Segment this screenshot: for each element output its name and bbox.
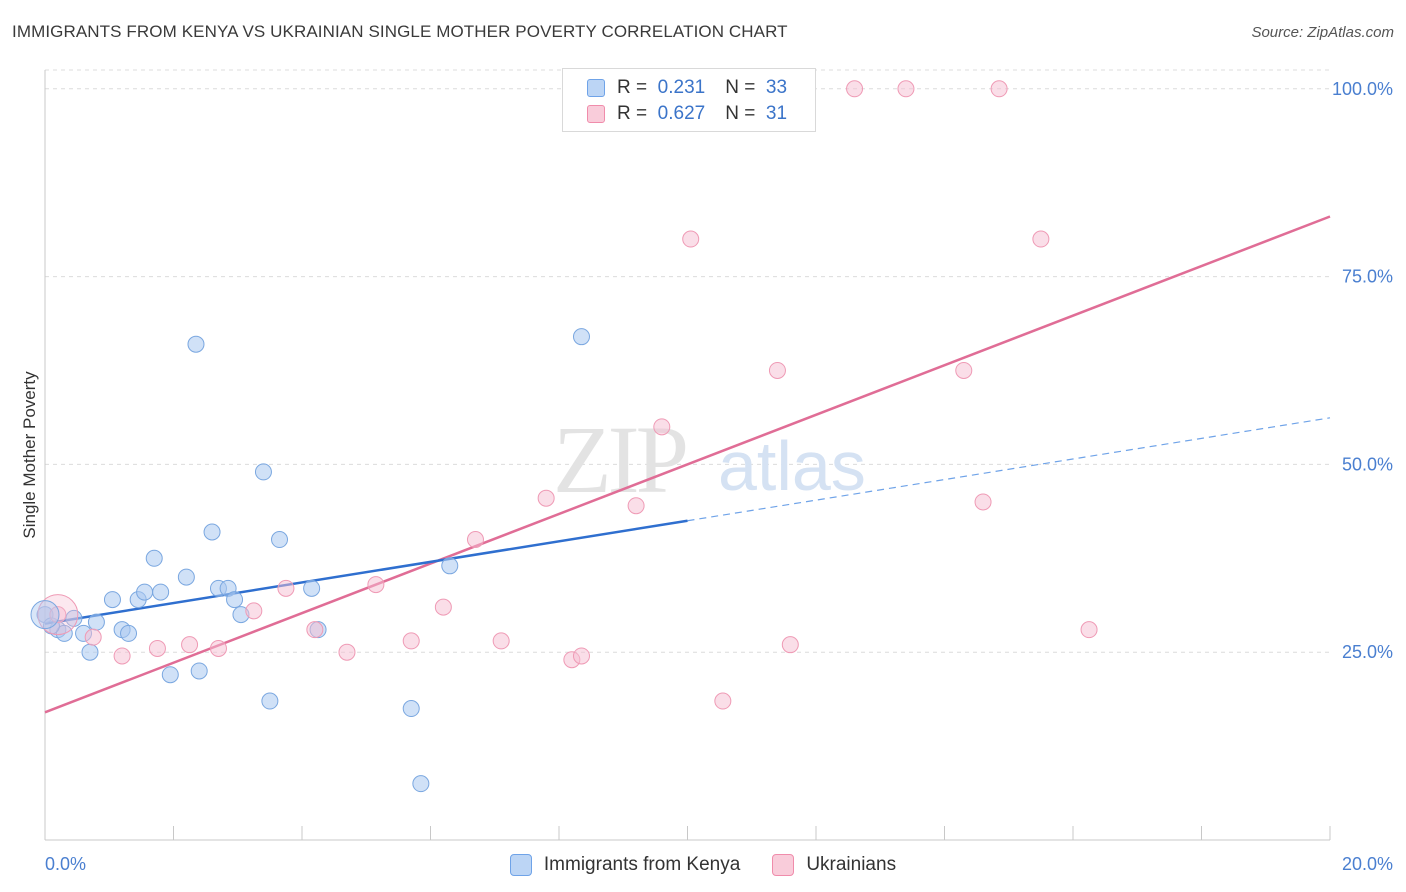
point-ukrainians <box>955 361 973 379</box>
point-ukrainians <box>434 598 452 616</box>
point-kenya <box>145 549 163 567</box>
point-kenya <box>161 666 179 684</box>
point-kenya <box>177 568 195 586</box>
point-ukrainians <box>714 692 732 710</box>
point-kenya <box>136 583 154 601</box>
point-ukrainians <box>148 639 166 657</box>
legend-n-value: 31 <box>765 103 788 124</box>
point-ukrainians <box>338 643 356 661</box>
point-kenya <box>271 531 289 549</box>
point-ukrainians <box>466 531 484 549</box>
point-ukrainians <box>306 621 324 639</box>
point-ukrainians <box>1080 621 1098 639</box>
chart-title: IMMIGRANTS FROM KENYA VS UKRAINIAN SINGL… <box>12 22 788 41</box>
legend-item-ukrainians[interactable]: Ukrainians <box>772 854 896 876</box>
point-ukrainians <box>682 230 700 248</box>
source-label: Source: ZipAtlas.com <box>1251 24 1394 41</box>
y-tick-label: 75.0% <box>1342 267 1393 287</box>
legend-label-ukrainians: Ukrainians <box>806 854 897 875</box>
point-ukrainians <box>846 80 864 98</box>
point-kenya <box>572 328 590 346</box>
trend-line-kenya-extrapolated <box>687 417 1331 522</box>
legend-item-kenya[interactable]: Immigrants from Kenya <box>509 854 741 876</box>
point-cluster-kenya <box>30 600 60 630</box>
legend-n-value: 33 <box>765 77 788 98</box>
point-ukrainians <box>181 636 199 654</box>
point-ukrainians <box>492 632 510 650</box>
point-ukrainians <box>277 579 295 597</box>
legend-r-label: R = <box>617 77 648 98</box>
point-ukrainians <box>768 361 786 379</box>
legend-row-kenya: R = 0.231 N = 33 <box>587 75 787 101</box>
watermark: ZIP atlas <box>553 406 866 513</box>
point-kenya <box>103 591 121 609</box>
point-kenya <box>203 523 221 541</box>
x-tick-label: 0.0% <box>45 854 86 874</box>
point-kenya <box>412 775 430 793</box>
point-ukrainians <box>245 602 263 620</box>
x-tick-label: 20.0% <box>1342 854 1393 874</box>
point-ukrainians <box>781 636 799 654</box>
point-ukrainians <box>84 628 102 646</box>
point-kenya <box>441 557 459 575</box>
point-ukrainians <box>974 493 992 511</box>
point-ukrainians <box>627 497 645 515</box>
legend-n-label: N = <box>725 103 756 124</box>
point-ukrainians <box>49 606 67 624</box>
legend-swatch-ukrainians <box>772 854 795 876</box>
point-kenya <box>261 692 279 710</box>
point-kenya <box>254 463 272 481</box>
legend-swatch-kenya <box>587 79 605 97</box>
point-ukrainians <box>209 639 227 657</box>
point-kenya <box>152 583 170 601</box>
point-ukrainians <box>572 647 590 665</box>
point-ukrainians <box>897 80 915 98</box>
point-kenya <box>402 700 420 718</box>
point-kenya <box>303 579 321 597</box>
point-ukrainians <box>653 418 671 436</box>
legend-swatch-kenya <box>509 854 532 876</box>
axes <box>44 70 1331 841</box>
point-ukrainians <box>1032 230 1050 248</box>
legend-r-value: 0.231 <box>657 77 706 98</box>
legend-r-label: R = <box>617 103 648 124</box>
trend-lines <box>44 215 1331 714</box>
correlation-legend: R = 0.231 N = 33 R = 0.627 N = 31 <box>562 68 816 132</box>
y-tick-label: 100.0% <box>1332 79 1393 99</box>
point-kenya <box>120 624 138 642</box>
y-tick-label: 50.0% <box>1342 454 1393 474</box>
point-ukrainians <box>990 80 1008 98</box>
trend-line-ukrainians <box>44 215 1331 714</box>
legend-row-ukrainians: R = 0.627 N = 31 <box>587 101 787 127</box>
legend-label-kenya: Immigrants from Kenya <box>543 854 741 875</box>
point-ukrainians <box>113 647 131 665</box>
legend-n-label: N = <box>725 77 756 98</box>
trend-line-kenya <box>44 519 688 625</box>
tick-labels: 25.0% 50.0% 75.0% 100.0% 0.0% 20.0% <box>45 79 1393 874</box>
y-tick-label: 25.0% <box>1342 642 1393 662</box>
watermark-atlas: atlas <box>718 427 866 505</box>
gridlines <box>45 69 1330 653</box>
point-kenya <box>190 662 208 680</box>
point-kenya <box>226 591 244 609</box>
point-ukrainians <box>367 576 385 594</box>
point-kenya <box>187 335 205 353</box>
data-points <box>30 80 1098 793</box>
point-kenya <box>81 643 99 661</box>
point-ukrainians <box>537 489 555 507</box>
point-kenya <box>87 613 105 631</box>
point-cluster-ukrainians <box>37 594 79 636</box>
point-ukrainians <box>402 632 420 650</box>
legend-r-value: 0.627 <box>657 103 706 124</box>
series-legend: Immigrants from Kenya Ukrainians <box>0 852 1406 878</box>
legend-swatch-ukrainians <box>587 105 605 123</box>
y-axis-label: Single Mother Poverty <box>20 371 39 539</box>
